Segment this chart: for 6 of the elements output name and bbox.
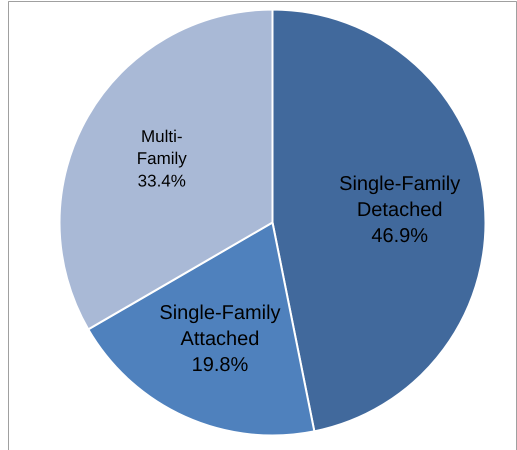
slice-label: Multi-Family xyxy=(136,127,188,168)
data-label: 19.8% xyxy=(192,354,249,376)
data-label: 33.4% xyxy=(138,171,186,190)
data-label: 46.9% xyxy=(371,224,428,247)
slice-label: Single-Family Detached xyxy=(339,172,460,221)
slice-label: Single-Family Attached xyxy=(159,302,281,350)
